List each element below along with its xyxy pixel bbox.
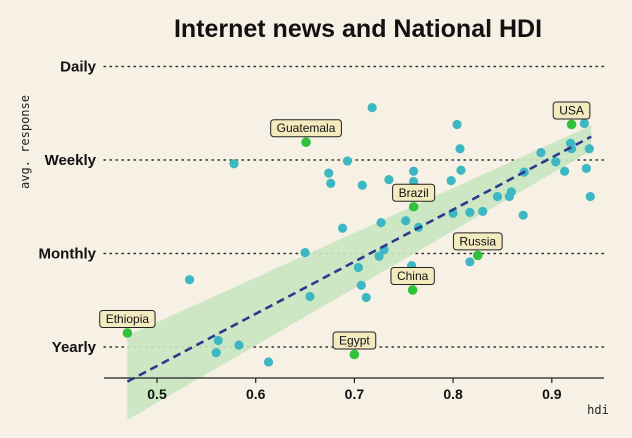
highlighted-data-point [122, 328, 133, 338]
highlighted-data-point [472, 250, 483, 261]
data-point [455, 144, 465, 154]
highlighted-data-point [566, 119, 577, 130]
data-point [506, 187, 516, 197]
point-annotation: China [390, 266, 435, 285]
axes: Yearly Monthly Weekly Daily 0.5 0.6 0.7 0.8 0.9 [39, 59, 604, 402]
data-point [566, 144, 577, 154]
data-point [551, 157, 561, 167]
x-tick-label: 0.9 [542, 386, 562, 402]
data-point [300, 247, 310, 258]
annotation-box [99, 309, 156, 328]
point-annotation: Guatemala [270, 119, 342, 138]
data-point [560, 166, 570, 176]
data-point [184, 275, 195, 285]
annotation-box [552, 101, 591, 120]
annotation-label: China [397, 269, 429, 283]
data-point [384, 175, 394, 185]
point-annotation: Russia [452, 232, 503, 251]
chart-title: Internet news and National HDI [174, 15, 542, 43]
point-annotations: USA Guatemala Brazil Russia China Ethiopia Egy… [99, 101, 591, 360]
data-point [324, 168, 334, 178]
annotation-box [270, 119, 342, 138]
y-axis-label: avg. response [18, 95, 32, 189]
trend-line [126, 135, 592, 383]
annotation-box [392, 183, 436, 202]
trend-line-group [126, 135, 592, 383]
data-point [356, 280, 366, 290]
point-annotation: Brazil [392, 183, 436, 202]
data-point [361, 292, 371, 303]
highlighted-data-point [349, 349, 360, 360]
data-point [367, 103, 377, 113]
data-point [374, 251, 384, 261]
data-point [305, 291, 315, 302]
data-point [584, 144, 594, 154]
y-tick-label: Weekly [45, 152, 97, 169]
data-point [337, 223, 348, 233]
annotation-label: Ethiopia [106, 312, 150, 326]
point-annotation: USA [552, 101, 591, 120]
data-point [446, 175, 456, 186]
x-tick-label: 0.6 [246, 386, 266, 402]
x-tick-label: 0.8 [443, 386, 463, 402]
data-point [478, 206, 488, 217]
point-annotation: Ethiopia [99, 309, 156, 328]
data-point [492, 191, 503, 202]
x-axis-label: hdi [587, 403, 609, 417]
data-point [263, 357, 274, 367]
data-point [326, 178, 336, 188]
data-point [409, 166, 419, 176]
data-point [342, 156, 353, 166]
data-point [456, 165, 466, 175]
data-point [465, 207, 475, 217]
data-point [518, 210, 528, 220]
data-point [229, 159, 239, 169]
annotation-box [452, 232, 503, 251]
annotation-box [332, 331, 377, 350]
highlighted-data-point [408, 201, 419, 212]
data-point [211, 348, 221, 358]
data-point [585, 191, 595, 202]
data-point [357, 180, 367, 190]
data-point [581, 163, 591, 174]
data-point [579, 118, 589, 129]
data-point [536, 147, 546, 158]
y-tick-label: Monthly [39, 246, 97, 263]
highlighted-data-point [301, 137, 311, 148]
y-tick-label: Daily [60, 59, 97, 76]
data-point [234, 340, 244, 350]
data-point [401, 216, 411, 226]
annotation-label: Russia [459, 234, 496, 248]
annotation-label: Brazil [399, 186, 429, 200]
gridlines [103, 65, 605, 348]
highlighted-data-point [407, 285, 418, 295]
annotation-label: Guatemala [277, 121, 336, 135]
annotation-box [390, 266, 435, 285]
point-annotation: Egypt [332, 331, 377, 350]
data-point [213, 335, 223, 346]
y-tick-label: Yearly [52, 339, 97, 356]
x-tick-label: 0.7 [345, 386, 365, 402]
data-point [452, 119, 462, 130]
annotation-label: USA [559, 103, 584, 117]
data-point [353, 262, 363, 273]
annotation-label: Egypt [339, 333, 370, 347]
data-point [465, 257, 475, 267]
x-tick-label: 0.5 [147, 386, 167, 402]
data-point [376, 218, 386, 228]
